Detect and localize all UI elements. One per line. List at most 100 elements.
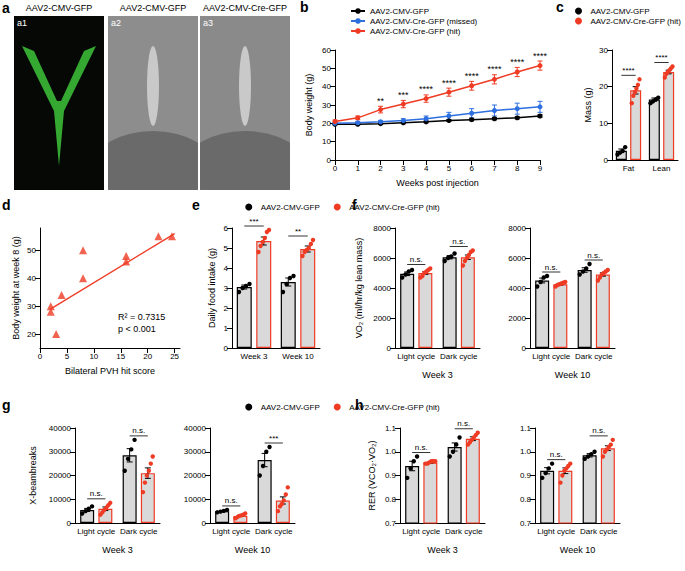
svg-text:n.s.: n.s. (225, 496, 238, 505)
svg-text:6: 6 (469, 164, 474, 173)
svg-text:50: 50 (322, 64, 331, 73)
svg-text:1: 1 (224, 324, 229, 333)
svg-text:1: 1 (356, 164, 361, 173)
svg-text:VO₂ (ml/hr/kg lean mass): VO₂ (ml/hr/kg lean mass) (354, 238, 364, 339)
svg-text:b: b (300, 0, 309, 15)
svg-text:AAV2-CMV-Cre-GFP (hit): AAV2-CMV-Cre-GFP (hit) (349, 203, 440, 212)
svg-text:0: 0 (522, 344, 527, 353)
svg-text:Week 3: Week 3 (102, 545, 132, 555)
svg-text:2: 2 (378, 164, 383, 173)
svg-text:AAV2-CMV-GFP: AAV2-CMV-GFP (370, 7, 429, 16)
svg-text:Light cycle: Light cycle (402, 527, 440, 536)
svg-text:Mass (g): Mass (g) (583, 87, 593, 122)
svg-text:***: *** (249, 217, 258, 226)
svg-text:****: **** (622, 66, 634, 75)
svg-text:Dark cycle: Dark cycle (440, 352, 478, 361)
svg-text:Week 10: Week 10 (555, 370, 590, 380)
svg-text:1.1: 1.1 (385, 424, 397, 433)
svg-text:Body weight (g): Body weight (g) (304, 74, 314, 137)
svg-text:Light cycle: Light cycle (537, 527, 575, 536)
svg-text:2000: 2000 (508, 314, 526, 323)
svg-text:RER (VCO₂·VO₂): RER (VCO₂·VO₂) (367, 441, 377, 511)
svg-text:n.s.: n.s. (415, 443, 428, 452)
svg-text:Body weight at week 8 (g): Body weight at week 8 (g) (11, 236, 21, 340)
svg-text:AAV2-CMV-Cre-GFP (hit): AAV2-CMV-Cre-GFP (hit) (370, 27, 461, 36)
svg-text:n.s.: n.s. (550, 450, 563, 459)
svg-text:20: 20 (322, 119, 331, 128)
svg-text:g: g (2, 397, 11, 413)
svg-text:X-beambreaks: X-beambreaks (28, 446, 38, 505)
svg-text:20: 20 (27, 330, 36, 339)
svg-text:****: **** (533, 51, 548, 61)
svg-text:***: *** (398, 90, 409, 100)
svg-text:30000: 30000 (49, 447, 72, 456)
svg-text:15: 15 (116, 352, 125, 361)
svg-text:30: 30 (599, 46, 608, 55)
svg-text:Daily food intake (g): Daily food intake (g) (207, 248, 217, 328)
svg-text:Week 3: Week 3 (241, 352, 269, 361)
svg-text:20000: 20000 (184, 471, 207, 480)
svg-text:Fat: Fat (623, 164, 635, 173)
svg-text:Week 3: Week 3 (427, 545, 457, 555)
svg-text:40000: 40000 (184, 424, 207, 433)
svg-text:d: d (2, 197, 11, 213)
svg-text:6: 6 (224, 224, 229, 233)
svg-text:**: ** (377, 96, 385, 106)
svg-text:30000: 30000 (184, 447, 207, 456)
svg-text:0: 0 (38, 352, 43, 361)
svg-text:3: 3 (224, 284, 229, 293)
svg-text:4: 4 (224, 264, 229, 273)
svg-text:Dark cycle: Dark cycle (120, 527, 158, 536)
svg-text:0.8: 0.8 (385, 495, 397, 504)
svg-text:0.9: 0.9 (520, 471, 532, 480)
svg-text:****: **** (419, 84, 434, 94)
svg-text:n.s.: n.s. (587, 251, 600, 260)
svg-text:Light cycle: Light cycle (532, 352, 570, 361)
svg-text:3: 3 (401, 164, 406, 173)
svg-text:1.0: 1.0 (385, 447, 397, 456)
svg-text:0: 0 (604, 156, 609, 165)
svg-text:Dark cycle: Dark cycle (445, 527, 483, 536)
svg-text:****: **** (487, 64, 502, 74)
svg-text:6000: 6000 (508, 254, 526, 263)
svg-text:0.7: 0.7 (385, 519, 397, 528)
svg-text:AAV2-CMV-GFP: AAV2-CMV-GFP (261, 403, 320, 412)
svg-text:AAV2-CMV-GFP: AAV2-CMV-GFP (261, 203, 320, 212)
svg-text:***: *** (269, 434, 278, 443)
svg-text:Week 3: Week 3 (422, 370, 452, 380)
svg-text:****: **** (510, 57, 525, 67)
svg-text:0: 0 (333, 164, 338, 173)
svg-text:Weeks post injection: Weeks post injection (396, 178, 478, 188)
svg-text:**: ** (295, 227, 301, 236)
svg-text:40: 40 (322, 82, 331, 91)
svg-text:0: 0 (387, 344, 392, 353)
svg-text:n.s.: n.s. (90, 489, 103, 498)
svg-text:0.9: 0.9 (385, 471, 397, 480)
svg-text:****: **** (655, 53, 667, 62)
svg-text:Dark cycle: Dark cycle (255, 527, 293, 536)
svg-text:1.0: 1.0 (520, 447, 532, 456)
svg-text:30: 30 (322, 101, 331, 110)
svg-text:Light cycle: Light cycle (77, 527, 115, 536)
svg-text:AAV2-CMV-Cre-GFP (hit): AAV2-CMV-Cre-GFP (hit) (591, 17, 682, 26)
svg-text:Light cycle: Light cycle (212, 527, 250, 536)
svg-text:4000: 4000 (373, 284, 391, 293)
svg-text:5: 5 (65, 352, 70, 361)
svg-text:10000: 10000 (49, 495, 72, 504)
svg-text:0: 0 (327, 156, 332, 165)
svg-text:n.s.: n.s. (592, 426, 605, 435)
svg-text:AAV2-CMV-Cre-GFP (hit): AAV2-CMV-Cre-GFP (hit) (349, 403, 440, 412)
svg-text:5: 5 (447, 164, 452, 173)
svg-text:40000: 40000 (49, 424, 72, 433)
svg-text:2: 2 (224, 304, 229, 313)
svg-text:30: 30 (27, 302, 36, 311)
svg-text:4000: 4000 (508, 284, 526, 293)
svg-text:e: e (192, 197, 200, 213)
svg-text:Dark cycle: Dark cycle (575, 352, 613, 361)
svg-text:c: c (556, 0, 564, 15)
svg-text:n.s.: n.s. (457, 419, 470, 428)
svg-text:AAV2-CMV-GFP: AAV2-CMV-GFP (591, 7, 650, 16)
svg-text:p < 0.001: p < 0.001 (118, 324, 156, 334)
svg-text:20000: 20000 (49, 471, 72, 480)
svg-text:Week 10: Week 10 (235, 545, 270, 555)
